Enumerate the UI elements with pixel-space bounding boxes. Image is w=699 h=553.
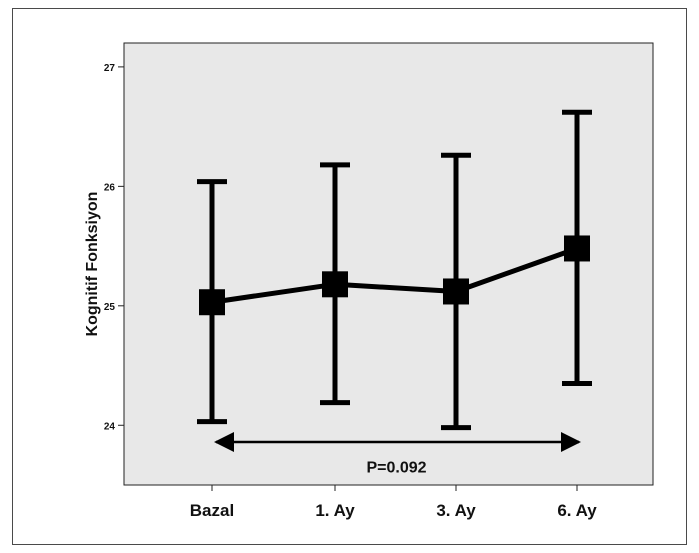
data-point-1 (322, 271, 348, 298)
x-tick-label-1: 1. Ay (315, 501, 355, 520)
x-tick-label-2: 3. Ay (436, 501, 476, 520)
series-line-group (211, 246, 578, 305)
data-points (199, 235, 590, 316)
y-axis-title: Kognitif Fonksiyon (84, 192, 101, 337)
y-tick-label-1: 25 (104, 302, 116, 313)
data-point-2 (443, 278, 469, 305)
plot-area (123, 42, 654, 486)
data-point-0 (199, 289, 225, 316)
y-tick-label-0: 24 (104, 421, 116, 432)
p-value-label: P=0.092 (366, 459, 426, 476)
x-axis: Bazal 1. Ay 3. Ay 6. Ay (190, 485, 597, 520)
y-tick-label-2: 26 (104, 182, 116, 193)
data-point-3 (564, 235, 590, 262)
series-line (211, 246, 578, 305)
y-axis: 24 25 26 27 (104, 63, 124, 432)
x-tick-label-0: Bazal (190, 501, 234, 520)
annotation: P=0.092 (214, 431, 581, 476)
y-tick-label-3: 27 (104, 63, 116, 74)
x-tick-label-3: 6. Ay (557, 501, 597, 520)
